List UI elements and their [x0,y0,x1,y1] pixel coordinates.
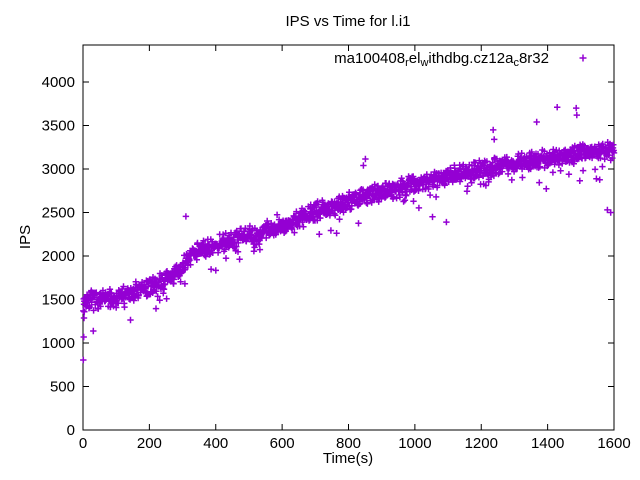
y-tick-label: 3000 [42,161,75,178]
x-tick-label: 1600 [597,435,630,452]
plot-border [82,44,615,431]
legend-label-segment: 8r32 [519,50,549,67]
y-tick-label: 0 [67,422,75,439]
axis-tick-marks [82,45,615,431]
x-tick-label: 800 [336,435,361,452]
legend-label-subscript: c [513,57,519,69]
y-axis-tick-labels: 0 500 1000 1500 2000 2500 3000 3500 4000 [42,74,75,439]
chart-title: IPS vs Time for l.i1 [285,13,410,30]
y-tick-label: 2500 [42,205,75,222]
legend-label-segment: el [409,50,421,67]
x-tick-label: 400 [203,435,228,452]
y-tick-label: 1000 [42,335,75,352]
legend-label-subscript: w [419,57,428,69]
y-axis-label: IPS [17,225,34,249]
y-tick-label: 2000 [42,248,75,265]
legend: ma100408relwithdbg.cz12ac8r32 [334,50,587,69]
scatter-points [80,104,618,364]
legend-series-label: ma100408relwithdbg.cz12ac8r32 [334,50,549,69]
x-axis-tick-labels: 0 200 400 600 800 1000 1200 1400 1600 [79,435,631,452]
y-tick-label: 4000 [42,74,75,91]
y-tick-label: 3500 [42,118,75,135]
x-tick-label: 200 [137,435,162,452]
legend-label-segment: ithdbg.cz12a [428,50,514,67]
legend-label-subscript: r [405,57,409,69]
x-tick-label: 1200 [465,435,498,452]
x-tick-label: 0 [79,435,87,452]
y-tick-label: 500 [50,379,75,396]
legend-label-segment: ma100408 [334,50,405,67]
y-tick-label: 1500 [42,292,75,309]
legend-plus-marker-icon [579,54,587,62]
x-tick-label: 1000 [398,435,431,452]
x-tick-label: 1400 [531,435,564,452]
x-axis-label: Time(s) [323,450,373,467]
x-tick-label: 600 [270,435,295,452]
